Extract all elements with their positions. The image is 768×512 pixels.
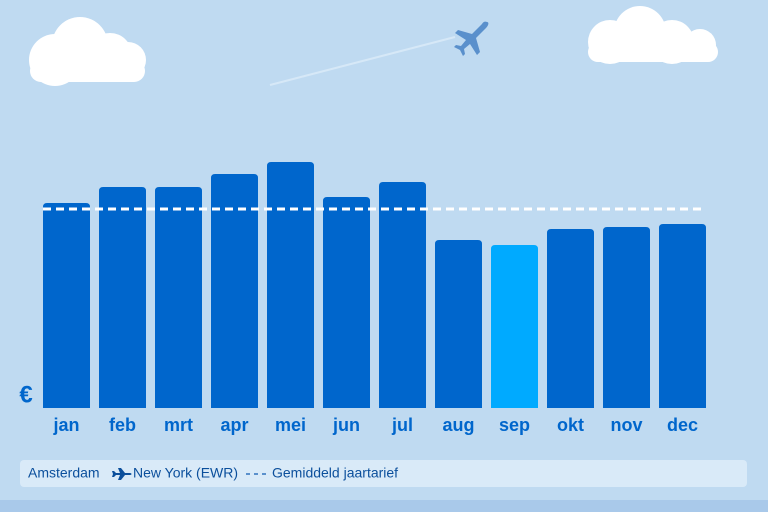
x-tick-label: nov: [610, 415, 642, 435]
bar: [323, 197, 370, 408]
x-tick-label: jun: [332, 415, 360, 435]
x-tick-label: jan: [52, 415, 79, 435]
x-tick-label: feb: [109, 415, 136, 435]
bar: [603, 227, 650, 408]
legend-origin: Amsterdam: [28, 465, 100, 481]
x-tick-label: aug: [442, 415, 474, 435]
bar: [435, 240, 482, 408]
bar: [155, 187, 202, 408]
x-tick-label: mrt: [164, 415, 193, 435]
x-tick-label: dec: [667, 415, 698, 435]
x-tick-label: jul: [391, 415, 413, 435]
cloud: [29, 17, 146, 86]
bar: [547, 229, 594, 408]
bar: [211, 174, 258, 408]
plane-icon: [454, 21, 489, 56]
currency-label: €: [19, 381, 32, 408]
x-tick-label: okt: [557, 415, 584, 435]
bar: [379, 182, 426, 408]
cloud: [588, 6, 718, 64]
contrail: [269, 36, 456, 86]
footer-strip: [0, 500, 768, 512]
bar: [267, 162, 314, 408]
x-tick-label: sep: [499, 415, 530, 435]
legend-box: [20, 460, 747, 487]
bar: [99, 187, 146, 408]
x-tick-label: apr: [220, 415, 248, 435]
bar: [659, 224, 706, 408]
legend-plane-icon: [112, 468, 132, 480]
bar: [491, 245, 538, 408]
bar: [43, 203, 90, 408]
legend-average: Gemiddeld jaartarief: [272, 465, 398, 481]
x-tick-label: mei: [275, 415, 306, 435]
legend-destination: New York (EWR): [133, 465, 238, 481]
